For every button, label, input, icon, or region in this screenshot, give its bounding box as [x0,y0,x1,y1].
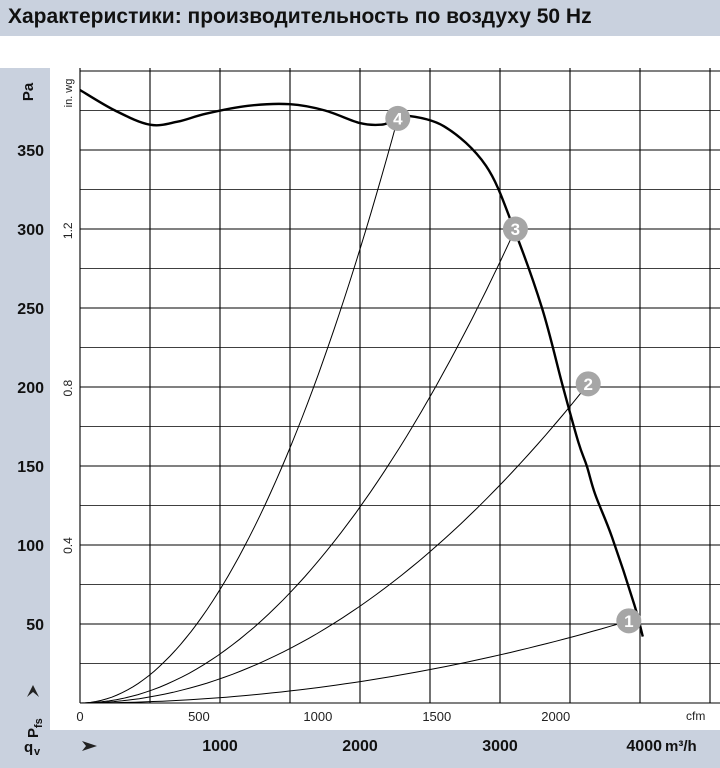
marker-label: 4 [393,109,403,128]
title-bar: Характеристики: производительность по во… [0,0,720,36]
qv-subscript: v [34,746,41,758]
operating-point-4: 4 [385,105,411,131]
y-tick-inwg: 0.8 [61,379,75,396]
x-tick-cfm: 500 [188,709,210,724]
qv-arrow-icon [82,741,97,751]
marker-label: 2 [583,375,592,394]
system-curve-2 [79,383,589,704]
x-tick-m3h: 1000 [202,738,238,755]
y-axis-band [0,68,50,768]
y-tick-pa: 300 [17,222,44,239]
chart-grid [79,68,720,704]
fan-curve [79,88,644,637]
y-axis-unit-inwg: in. wg [63,79,75,108]
pfs-subscript: fs [33,718,45,728]
marker-label: 3 [511,220,520,239]
x-tick-cfm: 2000 [541,709,570,724]
y-tick-pa: 100 [17,538,44,555]
y-tick-inwg: 0.4 [61,537,75,554]
qv-label: q [24,739,33,756]
system-curve-3 [79,228,516,704]
m3h-unit-label: m³/h [665,738,697,755]
marker-label: 1 [624,612,633,631]
pfs-label: P [25,728,42,738]
x-tick-cfm: 0 [76,709,83,724]
x-tick-cfm: 1000 [303,709,332,724]
y-tick-inwg: 1.2 [61,222,75,239]
cfm-unit-label: cfm [686,709,705,723]
operating-point-markers: 1 2 3 4 [385,105,642,634]
system-curves [79,118,629,704]
y-tick-pa: 50 [26,617,44,634]
marker-circle [502,216,528,242]
operating-point-1: 1 [616,608,642,634]
pfs-axis-label: P fs [25,718,45,738]
y-tick-pa: 200 [17,380,44,397]
x-axis-band [0,730,720,768]
marker-circle [616,608,642,634]
system-curve-1 [80,620,629,704]
y-tick-pa: 350 [17,143,44,160]
y-tick-pa: 150 [17,459,44,476]
page-title: Характеристики: производительность по во… [8,5,592,28]
x-tick-cfm: 1500 [422,709,451,724]
x-tick-m3h: 4000 [626,738,662,755]
system-curve-4 [79,118,399,704]
y-axis-unit-pa: Pa [20,82,37,101]
operating-point-2: 2 [575,371,601,397]
marker-circle [575,371,601,397]
operating-point-3: 3 [502,216,528,242]
axis-labels: 50 100 150 200 250 300 350 0.4 0.8 1.2 0 500 1000 150… [17,143,662,755]
x-tick-m3h: 2000 [342,738,378,755]
y-tick-pa: 250 [17,301,44,318]
x-tick-m3h: 3000 [482,738,518,755]
pfs-arrow-icon [27,685,39,697]
marker-circle [385,105,411,131]
